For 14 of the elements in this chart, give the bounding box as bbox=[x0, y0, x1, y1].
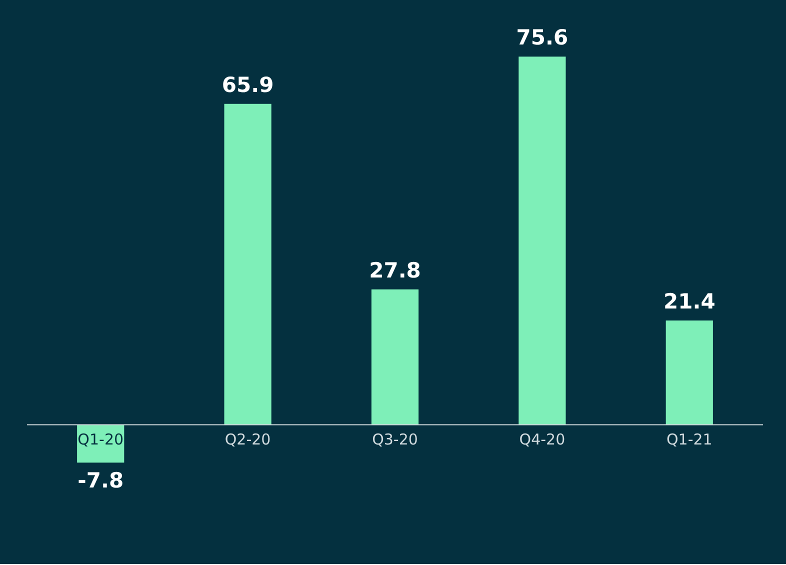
bar bbox=[224, 104, 272, 425]
data-label: 65.9 bbox=[222, 72, 274, 97]
x-tick-label: Q1-20 bbox=[78, 430, 124, 449]
x-tick-label: Q2-20 bbox=[224, 430, 271, 449]
data-label: 27.8 bbox=[369, 258, 421, 282]
data-label: 21.4 bbox=[663, 290, 716, 314]
data-label: 75.6 bbox=[516, 26, 568, 50]
x-tick-label: Q3-20 bbox=[372, 430, 418, 449]
bar bbox=[518, 56, 566, 425]
x-tick-label: Q1-21 bbox=[666, 430, 712, 449]
bar bbox=[666, 320, 713, 425]
x-tick-label: Q4-20 bbox=[519, 430, 566, 449]
data-label: -7.8 bbox=[78, 468, 124, 493]
bar bbox=[371, 289, 419, 425]
